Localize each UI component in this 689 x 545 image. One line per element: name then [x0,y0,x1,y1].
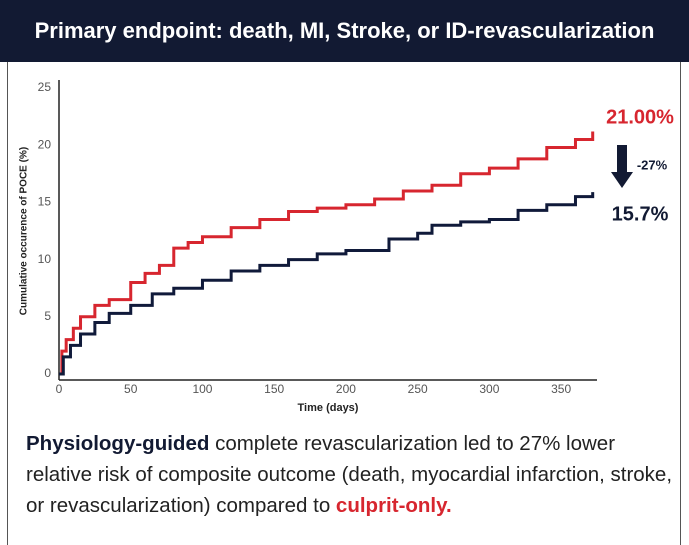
x-tick-label: 200 [336,382,356,396]
y-tick-label: 10 [38,252,52,266]
chart: Cumulative occurence of POCE (%) Time (d… [19,80,674,414]
x-tick-label: 350 [551,382,571,396]
x-tick-label: 300 [479,382,499,396]
caption-bold-lead: Physiology-guided [26,432,210,455]
y-tick-label: 5 [44,309,51,323]
red-end-label: 21.00% [606,106,674,128]
caption-body: complete revascularization led to 27% lo… [26,432,673,517]
y-tick-label: 15 [38,195,52,209]
x-axis-label: Time (days) [298,402,359,414]
x-tick-label: 0 [56,382,63,396]
caption: Physiology-guided complete revasculariza… [26,428,676,521]
x-tick-label: 50 [124,382,138,396]
reduction-label: -27% [637,157,668,172]
caption-bold-tail: culprit-only. [335,494,452,517]
header-title: Primary endpoint: death, MI, Stroke, or … [0,0,689,62]
y-tick-label: 25 [38,80,52,94]
frame [7,62,681,545]
x-tick-label: 150 [264,382,284,396]
reduction-arrow [611,145,633,188]
x-tick-label: 100 [192,382,212,396]
y-axis-label: Cumulative occurence of POCE (%) [19,147,30,315]
series-line [59,131,595,376]
navy-end-label: 15.7% [612,203,669,225]
y-tick-label: 20 [38,137,52,151]
x-tick-label: 250 [408,382,428,396]
y-tick-label: 0 [44,366,51,380]
series-line [59,192,595,376]
